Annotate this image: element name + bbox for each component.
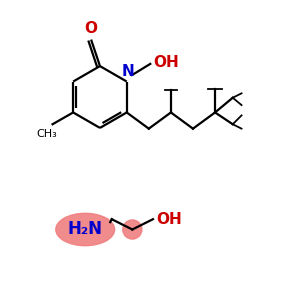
Text: OH: OH bbox=[156, 212, 182, 227]
Ellipse shape bbox=[123, 220, 142, 239]
Ellipse shape bbox=[56, 213, 115, 246]
Text: N: N bbox=[122, 64, 135, 79]
Text: O: O bbox=[85, 21, 98, 36]
Text: H₂N: H₂N bbox=[68, 220, 103, 238]
Text: OH: OH bbox=[153, 55, 179, 70]
Text: CH₃: CH₃ bbox=[36, 129, 57, 139]
